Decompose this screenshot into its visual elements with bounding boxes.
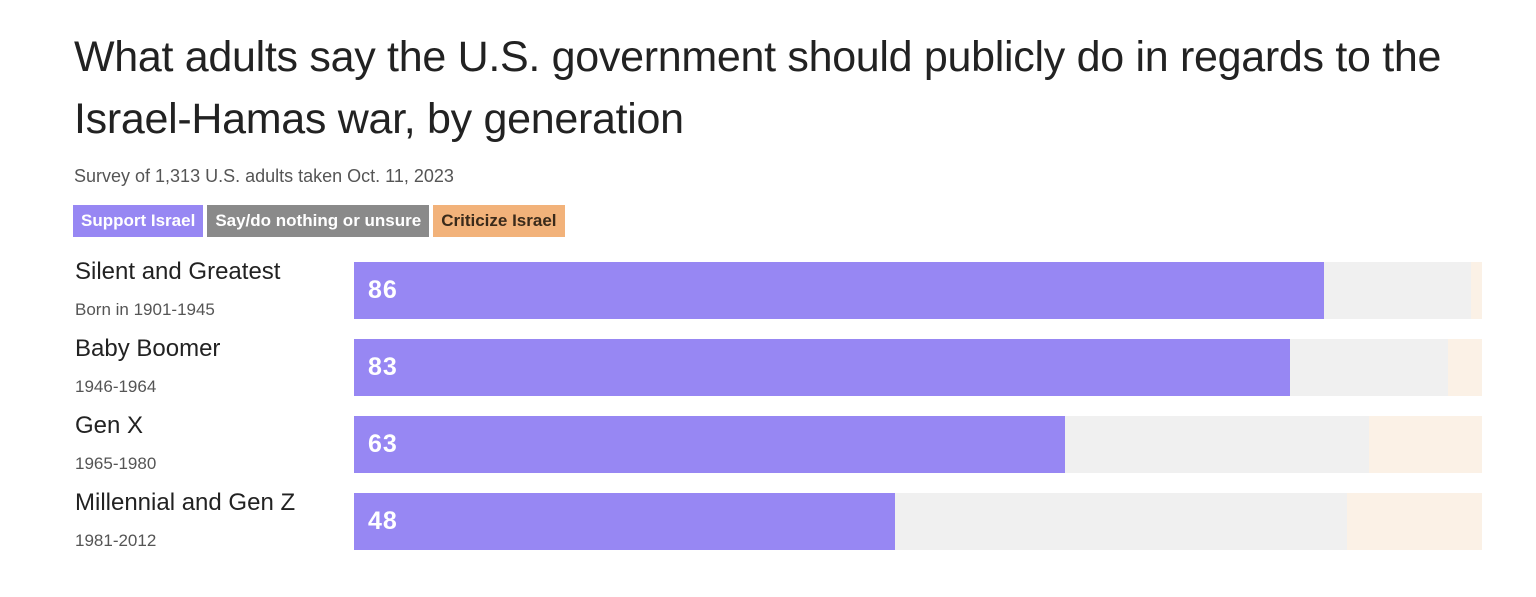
legend-criticize-israel: Criticize Israel xyxy=(433,205,565,237)
bar-criticize-israel xyxy=(1346,493,1482,550)
bar-support-israel: 86 xyxy=(354,262,1325,319)
bar-say-do-nothing xyxy=(1064,416,1370,473)
bar-criticize-israel xyxy=(1470,262,1482,319)
category-label: Silent and Greatest xyxy=(75,258,281,285)
bar-value-label: 63 xyxy=(368,430,398,458)
chart-subtitle: Survey of 1,313 U.S. adults taken Oct. 1… xyxy=(74,166,454,186)
bar-value-label: 83 xyxy=(368,353,398,381)
category-sublabel: Born in 1901-1945 xyxy=(75,300,215,319)
bar-support-israel: 63 xyxy=(354,416,1065,473)
legend: Support Israel Say/do nothing or unsure … xyxy=(73,205,565,237)
bar-say-do-nothing xyxy=(895,493,1347,550)
category-label: Baby Boomer xyxy=(75,335,221,362)
bar-track: 63 xyxy=(354,416,1482,473)
category-label: Millennial and Gen Z xyxy=(75,489,296,516)
bar-criticize-israel xyxy=(1369,416,1482,473)
bar-support-israel: 48 xyxy=(354,493,896,550)
bar-criticize-israel xyxy=(1448,339,1482,396)
category-label: Gen X xyxy=(75,412,144,439)
category-sublabel: 1965-1980 xyxy=(75,454,157,473)
bar-value-label: 86 xyxy=(368,276,398,304)
legend-support-israel: Support Israel xyxy=(73,205,204,237)
bar-value-label: 48 xyxy=(368,507,398,535)
bar-track: 83 xyxy=(354,339,1482,396)
chart-title: What adults say the U.S. government shou… xyxy=(74,33,1442,143)
legend-say-do-nothing: Say/do nothing or unsure xyxy=(207,205,430,237)
bar-say-do-nothing xyxy=(1324,262,1471,319)
category-sublabel: 1981-2012 xyxy=(75,531,157,550)
bar-say-do-nothing xyxy=(1290,339,1449,396)
category-sublabel: 1946-1964 xyxy=(75,377,157,396)
bar-support-israel: 83 xyxy=(354,339,1291,396)
bar-track: 48 xyxy=(354,493,1482,550)
bar-track: 86 xyxy=(354,262,1482,319)
